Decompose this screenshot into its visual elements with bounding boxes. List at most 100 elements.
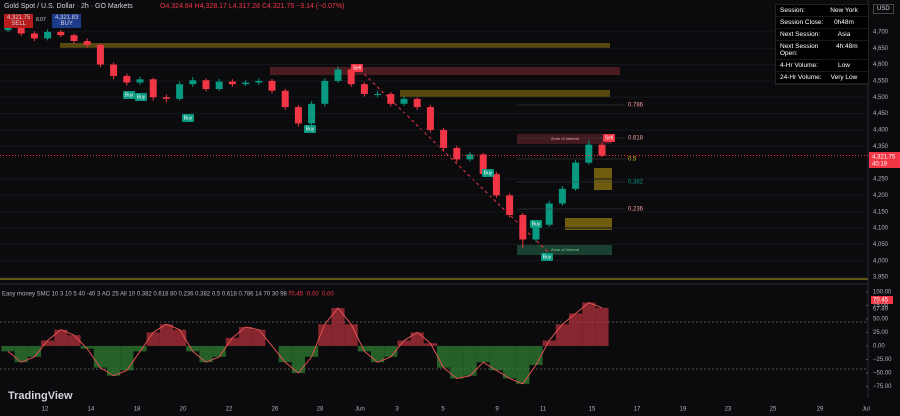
sell-label: Sell [353, 65, 361, 71]
fib-label: 0.618 [628, 136, 644, 142]
buy-tag [482, 169, 494, 177]
ohlc-readout: O4,324.84 H4,328.17 L4,317.28 C4,321.75 … [160, 3, 345, 10]
x-tick-label: Jun [355, 407, 365, 413]
session-key: 24-Hr Volume: [780, 74, 822, 81]
candle-body [374, 93, 382, 95]
osc-bar [305, 345, 319, 357]
session-row: Session Close: 0h48m [776, 17, 868, 29]
y-tick-label: 4,350 [873, 144, 889, 150]
osc-bar [1, 345, 15, 352]
brand-logo: TradingView [8, 390, 73, 402]
x-tick-label: 19 [680, 407, 687, 413]
y-tick-label: 100.00 [873, 289, 892, 295]
candle-body [215, 81, 223, 90]
supply-zone [400, 90, 610, 97]
candle-body [572, 162, 580, 189]
buy-button[interactable]: 4,321.83 BUY [52, 14, 82, 28]
candle-body [57, 31, 65, 36]
session-row: 24-Hr Volume: Very Low [776, 72, 868, 84]
candle-body [294, 107, 302, 124]
x-tick-label: 25 [770, 407, 777, 413]
osc-bar [357, 345, 371, 352]
buy-label: BUY [60, 21, 73, 27]
osc-bar [173, 329, 187, 346]
osc-bar [371, 345, 385, 363]
candle-body [4, 27, 12, 31]
osc-bar [529, 345, 543, 365]
y-tick-label: 4,700 [873, 29, 889, 35]
sell-price: 4,321.75 [7, 15, 31, 21]
osc-bar [331, 308, 345, 346]
buy-label: Buy [137, 94, 146, 100]
buy-label: Buy [543, 254, 552, 260]
y-tick-label: 25.00 [873, 330, 889, 336]
buy-label: Buy [532, 221, 541, 227]
supply-zone [60, 43, 610, 48]
fib-label: 0.236 [628, 207, 644, 213]
y-tick-label: −50.00 [873, 371, 892, 377]
x-tick-label: 26 [272, 407, 279, 413]
sell-label: Sell [605, 135, 613, 141]
buy-label: Buy [125, 92, 134, 98]
zone-of-interest [517, 134, 612, 144]
osc-bar [423, 343, 437, 346]
x-tick-label: 23 [725, 407, 732, 413]
zone-of-interest [517, 245, 612, 255]
buy-tag [182, 114, 194, 122]
session-value: New York [830, 7, 858, 14]
symbol-title: Gold Spot / U.S. Dollar · 2h · GO Market… [4, 3, 133, 10]
x-tick-label: 17 [634, 407, 641, 413]
session-table: Session: New York Session Close: 0h48m Next … [775, 4, 869, 85]
candle-body [281, 90, 289, 108]
x-tick-label: 5 [441, 407, 445, 413]
osc-bar [410, 332, 424, 346]
x-tick-label: 22 [226, 407, 233, 413]
candle-body [136, 79, 144, 83]
candle-body [308, 103, 316, 124]
x-tick-label: 18 [134, 407, 141, 413]
osc-bar [489, 345, 503, 371]
session-key: 4-Hr Volume: [780, 62, 818, 69]
x-tick-label: 3 [395, 407, 399, 413]
candle-body [268, 80, 276, 91]
osc-bar [463, 345, 477, 376]
candle-body [110, 64, 118, 77]
candle-body [400, 98, 408, 104]
candle-body [30, 33, 38, 39]
sell-tag [603, 134, 615, 142]
currency-selector[interactable]: USD [873, 4, 894, 14]
supply-zone [270, 67, 620, 75]
candle-body [519, 214, 527, 240]
sell-label: SELL [11, 21, 27, 27]
osc-bar [318, 324, 332, 346]
osc-bar [252, 329, 266, 346]
indicator-axis-badge [871, 296, 893, 304]
x-tick-label: 28 [317, 407, 324, 413]
x-tick-label: 20 [180, 407, 187, 413]
osc-bar [41, 340, 55, 346]
session-value: Low [838, 62, 850, 69]
candle-body [334, 69, 342, 81]
y-tick-label: 4,000 [873, 258, 889, 264]
osc-bar [384, 345, 398, 357]
buy-tag [530, 220, 542, 228]
x-tick-label: 29 [817, 407, 824, 413]
candle-body [466, 154, 474, 160]
osc-bar [344, 324, 358, 346]
osc-bar [199, 345, 213, 363]
candle-body [479, 154, 487, 175]
buy-tag [304, 125, 316, 133]
osc-bar [582, 302, 596, 346]
candle-body [387, 93, 395, 104]
y-tick-label: 4,200 [873, 193, 889, 199]
candle-body [162, 97, 170, 99]
price-badge [869, 152, 900, 168]
osc-bar [212, 345, 226, 357]
zone-label: Zone of Interest [551, 136, 580, 141]
x-tick-label: 11 [540, 407, 547, 413]
sell-button[interactable]: 4,321.75 SELL [4, 14, 34, 28]
fib-label: 0.5 [628, 157, 637, 163]
candle-body [558, 188, 566, 204]
osc-bar [133, 345, 147, 352]
osc-bar [93, 345, 107, 368]
